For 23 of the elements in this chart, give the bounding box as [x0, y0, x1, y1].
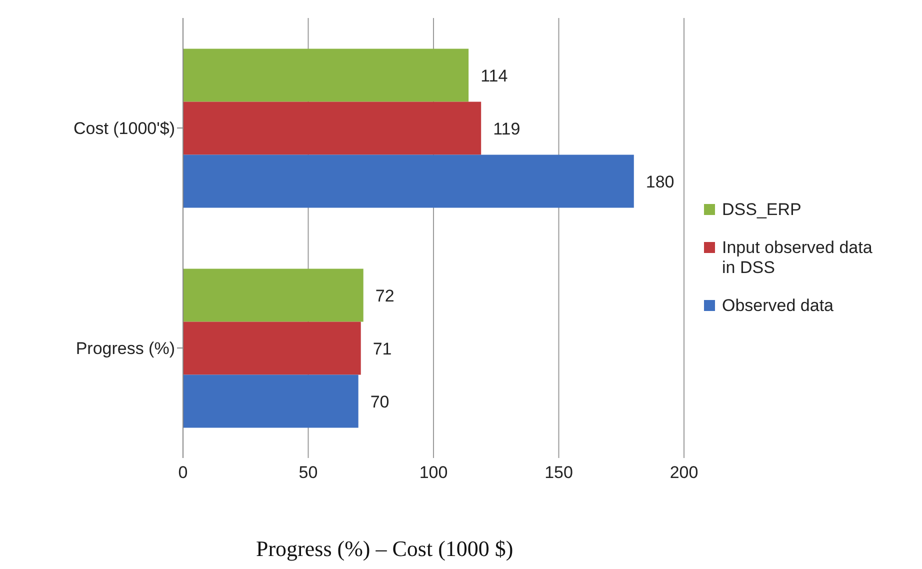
bar — [183, 154, 634, 208]
legend-label: Input observed data in DSS — [722, 238, 874, 278]
x-tick-label: 50 — [298, 463, 318, 482]
bar — [183, 374, 358, 428]
bar — [183, 102, 482, 155]
y-tick-label: Cost (1000'$) — [73, 119, 175, 138]
legend-label: Observed data — [722, 296, 835, 316]
x-tick-label: 200 — [670, 463, 698, 482]
x-axis-title: Progress (%) – Cost (1000 $) — [255, 536, 514, 562]
data-label: 70 — [370, 392, 390, 412]
legend-label: DSS_ERP — [722, 200, 802, 220]
data-label: 114 — [480, 66, 508, 86]
y-tick-label: Progress (%) — [76, 339, 175, 358]
bar — [183, 48, 469, 102]
bar — [183, 322, 361, 375]
x-tick-label: 150 — [544, 463, 573, 482]
x-tick-label: 100 — [419, 463, 448, 482]
data-label: 71 — [372, 339, 392, 358]
data-label: 119 — [493, 119, 520, 138]
data-label: 180 — [646, 172, 674, 192]
x-tick-label: 0 — [178, 463, 188, 482]
data-label: 72 — [375, 286, 394, 306]
bar — [183, 268, 364, 322]
